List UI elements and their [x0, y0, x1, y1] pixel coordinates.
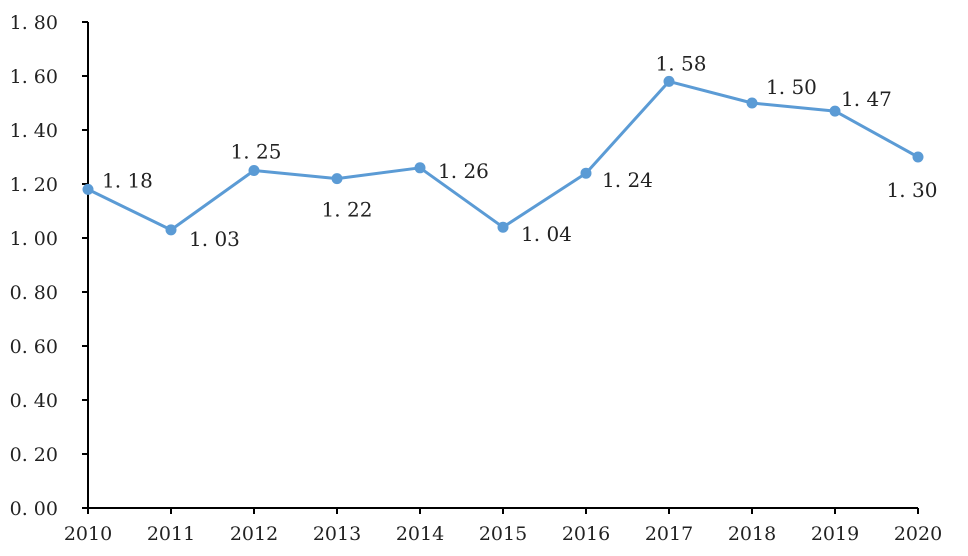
data-labels: 1. 18 1. 03 1. 25 1. 22 1. 26 1. 04 1. 24 1. 58… — [102, 51, 938, 251]
y-axis-ticks: 0. 00 0. 20 0. 40 0. 60 0. 80 1. 00 1. 20 1. 40… — [10, 12, 88, 520]
data-point — [580, 167, 592, 179]
data-label: 1. 03 — [189, 227, 240, 251]
y-tick-label: 1. 00 — [10, 228, 58, 250]
x-tick-label: 2012 — [230, 523, 278, 545]
x-tick-label: 2011 — [147, 523, 195, 545]
x-tick-label: 2020 — [894, 523, 942, 545]
x-axis-ticks: 2010 2011 2012 2013 2014 2015 2016 2017 2018 2019… — [64, 508, 942, 545]
data-label: 1. 26 — [438, 159, 489, 183]
data-label: 1. 30 — [887, 178, 938, 202]
series-line — [87, 79, 919, 232]
data-point — [912, 151, 924, 163]
data-label: 1. 47 — [841, 87, 892, 111]
x-tick-label: 2018 — [728, 523, 776, 545]
x-tick-label: 2015 — [479, 523, 527, 545]
data-point — [165, 224, 177, 236]
x-tick-label: 2010 — [64, 523, 112, 545]
data-point — [414, 162, 426, 174]
data-label: 1. 22 — [322, 198, 373, 222]
data-label: 1. 18 — [102, 168, 153, 192]
data-point — [829, 105, 841, 117]
y-tick-label: 0. 20 — [10, 444, 58, 466]
y-tick-label: 1. 40 — [10, 120, 58, 142]
data-label: 1. 58 — [656, 51, 707, 75]
data-point — [663, 75, 675, 87]
y-tick-label: 0. 00 — [10, 498, 58, 520]
x-tick-label: 2019 — [811, 523, 859, 545]
data-point — [746, 97, 758, 109]
data-label: 1. 50 — [766, 75, 817, 99]
data-point — [497, 221, 509, 233]
data-label: 1. 04 — [521, 222, 572, 246]
data-point — [331, 173, 343, 185]
data-point — [248, 165, 260, 176]
y-tick-label: 0. 40 — [10, 390, 58, 412]
data-label: 1. 25 — [231, 140, 282, 164]
y-tick-label: 0. 80 — [10, 282, 58, 304]
data-point — [82, 183, 94, 195]
x-tick-label: 2017 — [645, 523, 693, 545]
x-tick-label: 2014 — [396, 523, 444, 545]
y-tick-label: 1. 60 — [10, 66, 58, 88]
y-tick-label: 1. 20 — [10, 174, 58, 196]
series-group — [82, 75, 924, 236]
x-tick-label: 2016 — [562, 523, 610, 545]
data-label: 1. 24 — [602, 168, 653, 192]
y-tick-label: 0. 60 — [10, 336, 58, 358]
x-tick-label: 2013 — [313, 523, 361, 545]
y-tick-label: 1. 80 — [10, 12, 58, 34]
